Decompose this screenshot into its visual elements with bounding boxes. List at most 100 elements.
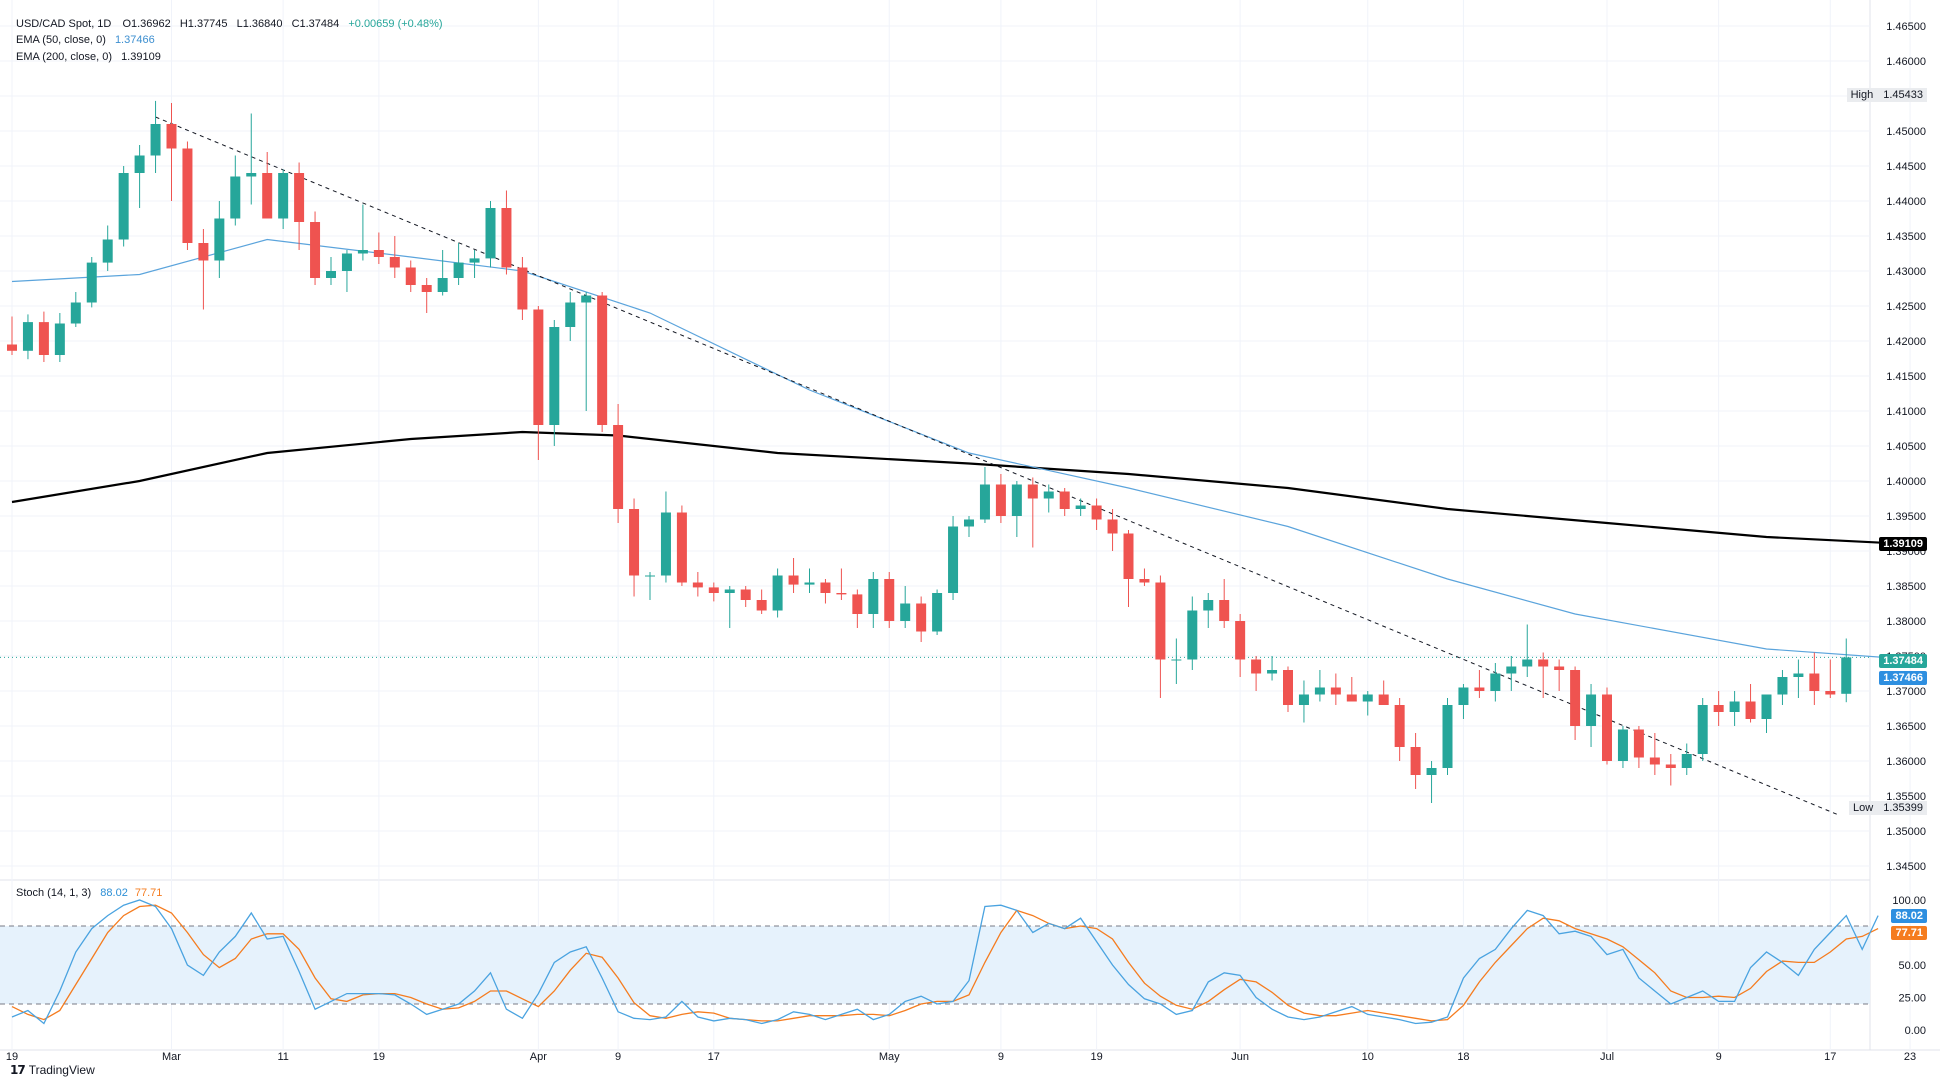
candle <box>294 162 305 250</box>
candle-body <box>7 344 17 351</box>
candle <box>772 568 783 618</box>
candle-body <box>1665 764 1676 768</box>
candle <box>660 491 671 583</box>
candle-body <box>517 267 528 310</box>
candle <box>884 572 895 628</box>
candle <box>182 141 193 250</box>
candle <box>1538 652 1549 698</box>
candle <box>326 257 336 285</box>
candle <box>150 100 161 173</box>
candle-body <box>405 267 416 285</box>
candle <box>1123 530 1134 607</box>
candle-body <box>1681 754 1692 768</box>
candle-body <box>453 262 464 278</box>
candle-body <box>1075 505 1086 509</box>
candle <box>54 313 65 362</box>
candle <box>1617 726 1628 768</box>
low-value: L1.36840 <box>236 18 283 30</box>
candle-body <box>597 295 608 425</box>
candle-body <box>1825 691 1836 695</box>
candle <box>166 103 177 201</box>
stoch-k-tag: 88.02 <box>1891 909 1927 923</box>
candle-body <box>182 148 193 243</box>
candle <box>1586 684 1597 747</box>
price-tick-label: 1.43500 <box>1886 231 1926 243</box>
price-tick-label: 1.41500 <box>1886 371 1926 383</box>
candle-body <box>1330 687 1341 695</box>
candle <box>852 589 863 628</box>
candle <box>1841 638 1852 703</box>
ema200-line <box>11 430 1895 545</box>
time-tick-label: 11 <box>277 1051 288 1063</box>
ema50-value: 1.37466 <box>114 34 155 46</box>
ema200-value: 1.39109 <box>121 51 161 63</box>
candle <box>437 250 448 296</box>
price-tick-label: 1.44000 <box>1886 196 1926 208</box>
time-tick-label: May <box>879 1051 900 1063</box>
candle <box>1155 575 1166 698</box>
candle <box>964 516 974 537</box>
candle-body <box>437 278 448 292</box>
candle-body <box>1251 659 1262 674</box>
price-tick-label: 1.46000 <box>1886 56 1926 68</box>
candle-body <box>134 155 145 173</box>
candle-body <box>1554 666 1565 670</box>
candle <box>1043 484 1054 513</box>
candle-body <box>469 258 480 263</box>
candle-body <box>1267 670 1278 674</box>
candle <box>1346 677 1357 702</box>
price-tick-label: 1.42000 <box>1886 336 1926 348</box>
stoch-tick-label: 100.00 <box>1892 895 1926 907</box>
candle-body <box>740 589 751 600</box>
candle <box>421 278 432 313</box>
candle-body <box>246 173 257 177</box>
candle <box>1059 488 1070 516</box>
stoch-band <box>0 925 1870 1005</box>
stoch-d-line <box>11 904 1879 1022</box>
candle-body <box>102 239 113 263</box>
candle <box>1649 733 1660 775</box>
candle-body <box>1027 484 1038 499</box>
symbol-label: USD/CAD Spot, 1D <box>16 18 112 30</box>
candle-body <box>1378 694 1389 705</box>
candle <box>1075 498 1086 516</box>
candle-body <box>852 594 863 614</box>
candle <box>613 404 624 523</box>
candle <box>70 292 81 327</box>
candle <box>804 568 815 593</box>
stoch-tick-label: 0.00 <box>1905 1025 1926 1037</box>
open-value: O1.36962 <box>122 18 171 30</box>
stoch-label: Stoch (14, 1, 3) <box>16 887 92 899</box>
candle-body <box>788 575 799 585</box>
candle <box>22 314 33 360</box>
candle <box>645 572 655 600</box>
close-price-tag: 1.37484 <box>1879 654 1927 668</box>
candle-body <box>660 512 671 576</box>
candle <box>788 558 799 593</box>
candle-body <box>341 253 352 271</box>
candle <box>1298 680 1309 723</box>
candle <box>900 586 911 628</box>
candle-body <box>1298 694 1309 705</box>
candle <box>565 292 576 341</box>
candle-body <box>708 587 719 593</box>
candle <box>1267 656 1278 681</box>
candle-body <box>1043 491 1054 499</box>
candle-body <box>979 484 990 520</box>
candle <box>134 145 145 208</box>
price-tick-label: 1.35000 <box>1886 826 1926 838</box>
candle <box>1442 698 1453 775</box>
stoch-legend: Stoch (14, 1, 3) 88.02 77.71 <box>16 886 162 901</box>
candle-body <box>485 208 496 259</box>
candles <box>7 100 1852 803</box>
tradingview-logo[interactable]: 17 TradingView <box>10 1063 95 1077</box>
ohlc-legend: USD/CAD Spot, 1D O1.36962 H1.37745 L1.36… <box>16 17 443 32</box>
candle-body <box>1426 768 1437 775</box>
candle <box>1314 670 1325 702</box>
candle <box>485 201 496 268</box>
ema200-label: EMA (200, close, 0) <box>16 51 112 63</box>
stoch-k-value: 88.02 <box>100 887 128 899</box>
candle-body <box>1617 729 1628 761</box>
candle-body <box>1107 519 1118 534</box>
